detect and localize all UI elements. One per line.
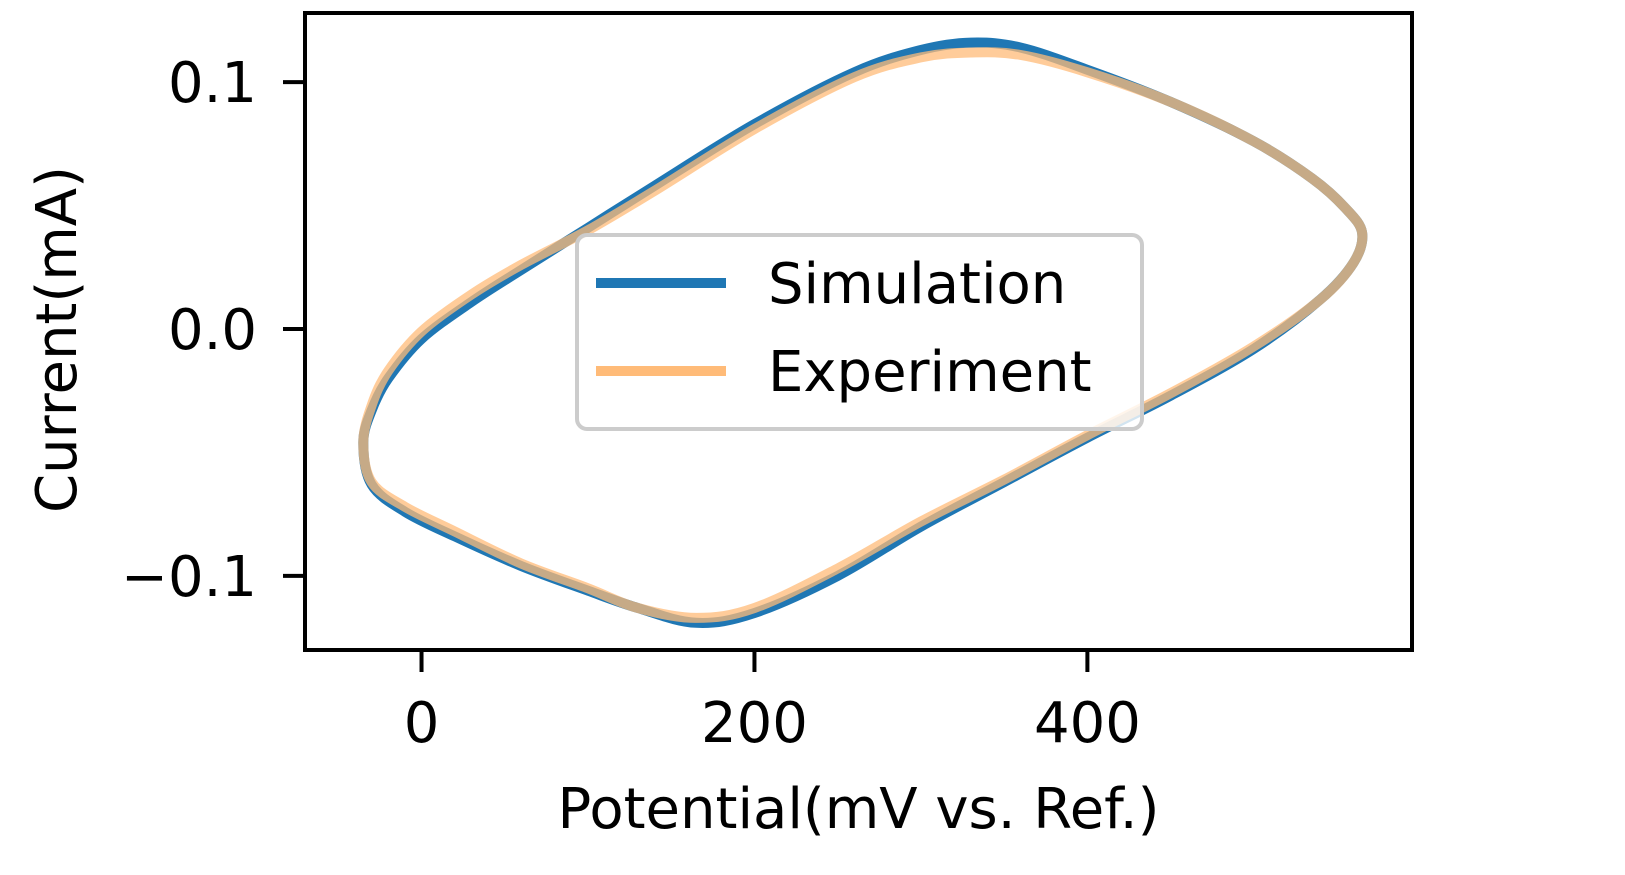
x-tick-label: 200 [701,691,808,756]
x-tick-label: 400 [1034,691,1141,756]
y-tick-label: −0.1 [121,545,257,610]
legend-label-simulation: Simulation [768,252,1066,317]
y-tick-label: 0.1 [168,51,257,116]
legend: Simulation Experiment [575,233,1144,431]
y-axis-label: Current(mA) [25,166,90,513]
legend-label-experiment: Experiment [768,340,1092,405]
x-axis: 0 200 400 [404,650,1141,756]
series-layer [358,37,1368,628]
y-tick-label: 0.0 [168,298,257,363]
series-line-experiment [358,47,1368,623]
plot-frame [303,11,1414,652]
x-tick-label: 0 [404,691,440,756]
x-axis-label: Potential(mV vs. Ref.) [558,777,1160,842]
y-axis: 0.1 0.0 −0.1 [121,51,305,610]
